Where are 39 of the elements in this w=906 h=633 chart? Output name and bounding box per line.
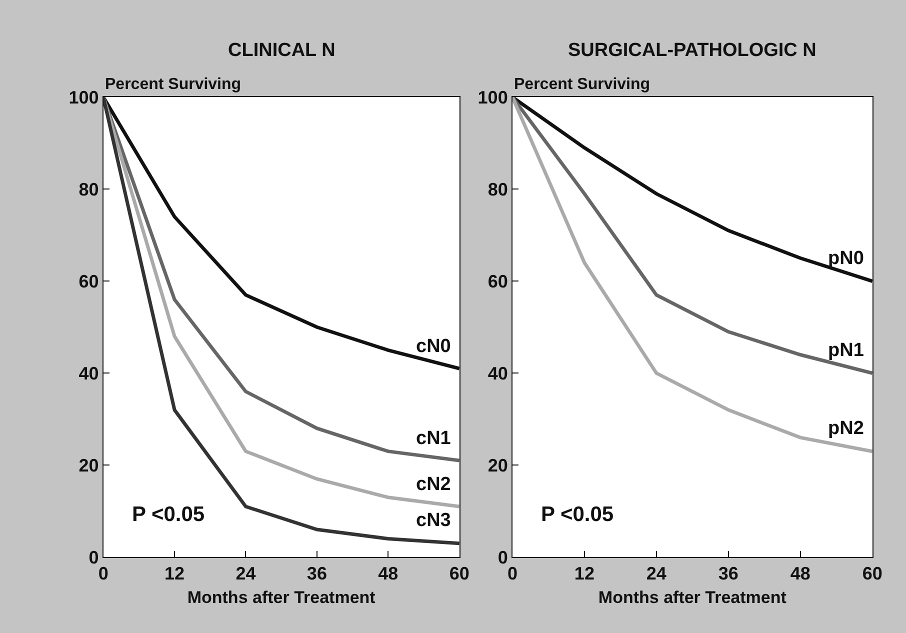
y-axis-title: Percent Surviving	[105, 76, 242, 93]
y-tick-label: 0	[498, 547, 508, 568]
y-tick-label: 40	[78, 363, 99, 384]
series-label: cN0	[416, 336, 451, 357]
series-label: pN2	[828, 418, 864, 439]
y-tick-label: 20	[78, 455, 99, 476]
series-label: cN3	[416, 510, 451, 531]
x-axis-title: Months after Treatment	[598, 588, 787, 608]
x-tick-label: 60	[449, 564, 470, 584]
line-series	[512, 97, 872, 375]
y-tick-label: 100	[68, 87, 99, 108]
x-axis-title: Months after Treatment	[187, 588, 376, 608]
y-tick-label: 60	[78, 271, 99, 292]
chart-title: SURGICAL-PATHOLOGIC N	[568, 40, 816, 61]
series-label: pN1	[828, 340, 864, 361]
y-tick-label: 80	[488, 179, 508, 200]
x-tick-label: 12	[164, 564, 185, 584]
y-tick-label: 100	[478, 87, 508, 108]
x-tick-label: 12	[574, 564, 594, 584]
y-axis-title: Percent Surviving	[514, 76, 650, 93]
x-tick-label: 24	[236, 564, 256, 584]
annotation: P <0.05	[541, 503, 614, 526]
y-tick-label: 20	[488, 455, 508, 476]
series-label: pN0	[828, 248, 864, 269]
annotation: P <0.05	[132, 503, 205, 526]
y-tick-label: 80	[78, 179, 99, 200]
x-tick-label: 60	[862, 564, 882, 584]
chart-title: CLINICAL N	[228, 40, 336, 61]
y-tick-label: 0	[88, 547, 99, 568]
x-tick-label: 48	[378, 564, 398, 584]
series-label: cN1	[416, 428, 452, 449]
line-series	[512, 97, 872, 454]
x-tick-label: 48	[790, 564, 810, 584]
y-tick-label: 40	[488, 363, 508, 384]
y-tick-label: 60	[488, 271, 508, 292]
x-tick-label: 36	[718, 564, 738, 584]
series-label: cN2	[416, 474, 451, 495]
x-tick-label: 36	[306, 564, 327, 584]
x-tick-label: 24	[646, 564, 666, 584]
